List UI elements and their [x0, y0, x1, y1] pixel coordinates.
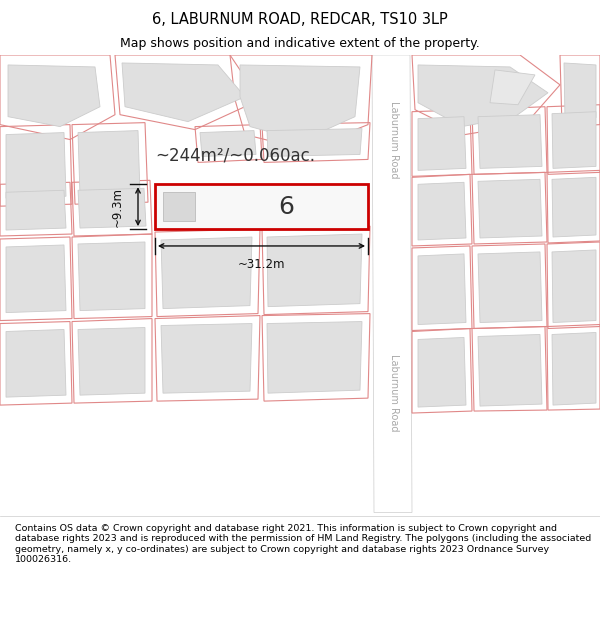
Polygon shape: [8, 65, 100, 127]
Polygon shape: [200, 131, 256, 156]
Polygon shape: [6, 329, 66, 397]
Text: Laburnum Road: Laburnum Road: [389, 101, 399, 178]
Polygon shape: [490, 70, 535, 105]
Polygon shape: [122, 63, 245, 122]
Text: Map shows position and indicative extent of the property.: Map shows position and indicative extent…: [120, 38, 480, 51]
Polygon shape: [418, 254, 466, 324]
Polygon shape: [78, 131, 140, 196]
Polygon shape: [372, 55, 412, 512]
Polygon shape: [478, 114, 542, 168]
Polygon shape: [78, 188, 146, 228]
Text: 6: 6: [278, 194, 295, 219]
Polygon shape: [552, 332, 596, 405]
Polygon shape: [161, 237, 252, 309]
Polygon shape: [478, 334, 542, 406]
Polygon shape: [552, 177, 596, 237]
Text: ~31.2m: ~31.2m: [238, 258, 285, 271]
Text: ~244m²/~0.060ac.: ~244m²/~0.060ac.: [155, 146, 315, 164]
Polygon shape: [418, 117, 466, 171]
Text: Contains OS data © Crown copyright and database right 2021. This information is : Contains OS data © Crown copyright and d…: [15, 524, 591, 564]
Polygon shape: [564, 63, 596, 119]
Polygon shape: [155, 184, 368, 229]
Polygon shape: [418, 182, 466, 240]
Polygon shape: [161, 324, 252, 393]
Text: Laburnum Road: Laburnum Road: [389, 354, 399, 432]
Text: ~9.3m: ~9.3m: [111, 187, 124, 227]
Polygon shape: [6, 190, 66, 230]
Polygon shape: [6, 132, 66, 198]
Polygon shape: [418, 65, 548, 127]
Text: 6, LABURNUM ROAD, REDCAR, TS10 3LP: 6, LABURNUM ROAD, REDCAR, TS10 3LP: [152, 12, 448, 27]
Polygon shape: [267, 129, 362, 156]
Polygon shape: [78, 328, 145, 395]
Polygon shape: [478, 179, 542, 238]
Polygon shape: [418, 338, 466, 407]
Polygon shape: [267, 321, 362, 393]
Polygon shape: [240, 65, 360, 141]
Polygon shape: [552, 250, 596, 322]
Polygon shape: [78, 242, 145, 311]
Polygon shape: [6, 245, 66, 312]
Polygon shape: [478, 252, 542, 322]
Polygon shape: [552, 112, 596, 168]
Polygon shape: [163, 192, 195, 221]
Polygon shape: [267, 234, 362, 307]
